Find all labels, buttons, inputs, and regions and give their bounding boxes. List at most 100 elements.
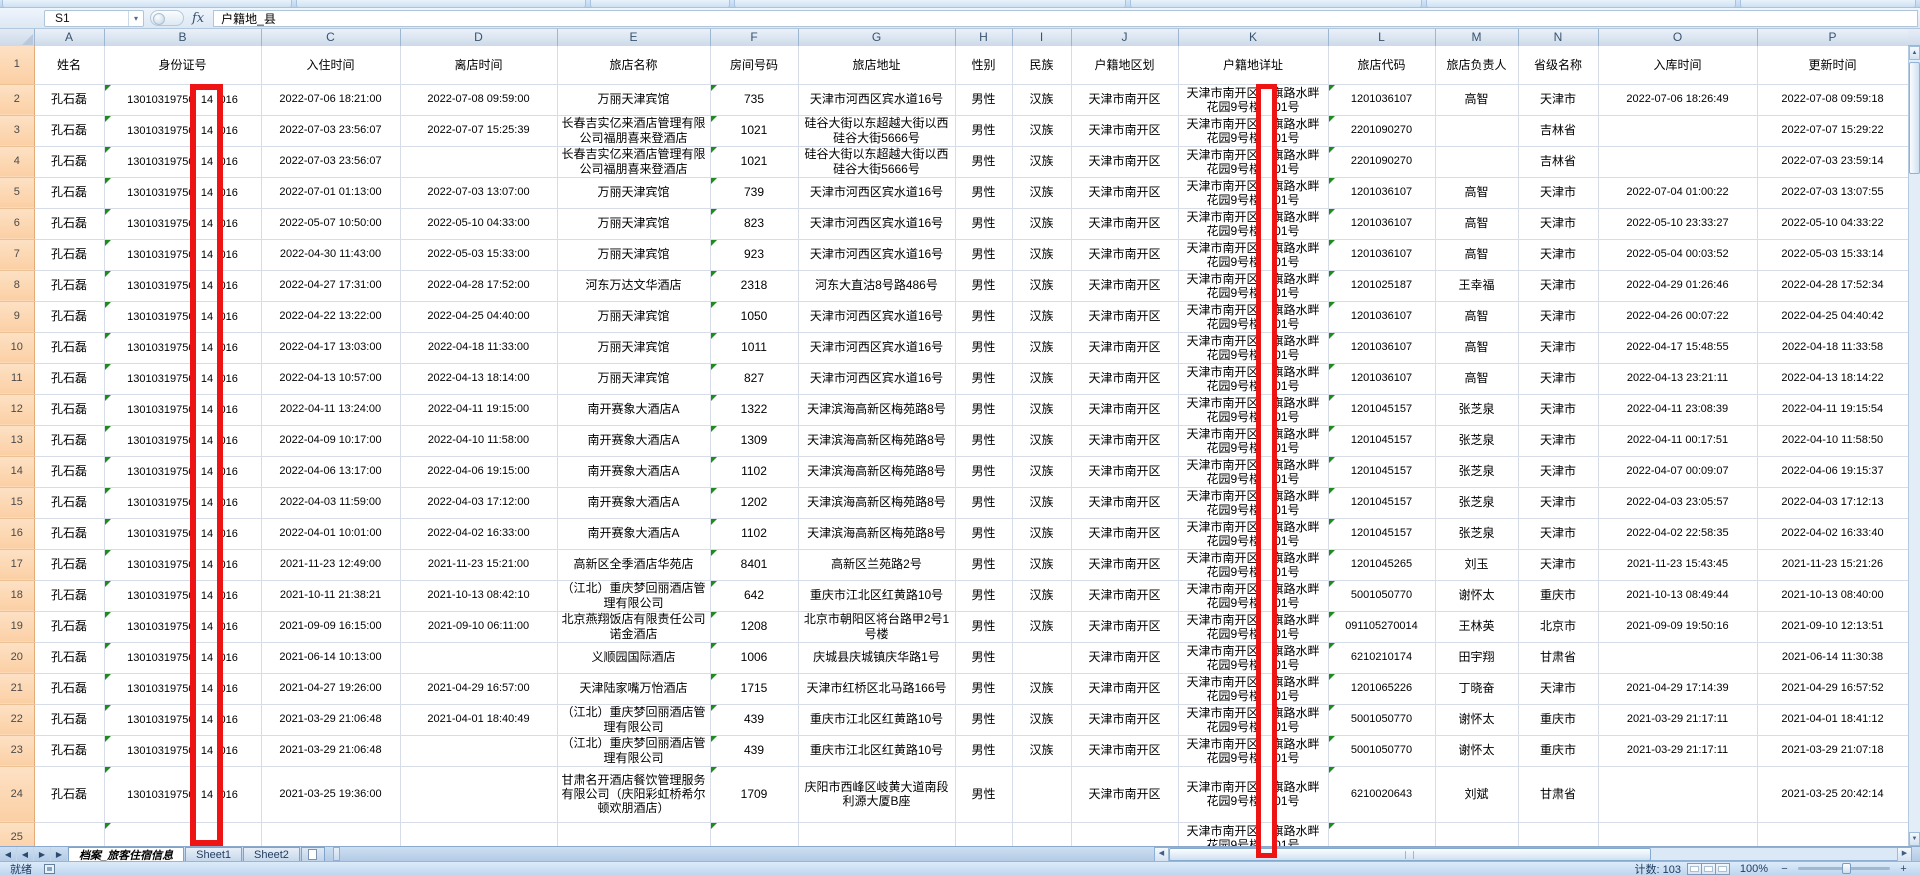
cell-A25[interactable] bbox=[34, 822, 105, 846]
horizontal-scrollbar[interactable]: ◀ ❘❘ ▶ bbox=[1154, 847, 1912, 861]
cell-L23[interactable]: 5001050770 bbox=[1328, 735, 1436, 767]
row-header-2[interactable]: 2 bbox=[0, 84, 35, 116]
cell-N4[interactable]: 吉林省 bbox=[1518, 146, 1599, 178]
cell-F19[interactable]: 1208 bbox=[710, 611, 799, 643]
column-header-J[interactable]: J bbox=[1071, 29, 1179, 47]
cell-P19[interactable]: 2021-09-10 12:13:51 bbox=[1757, 611, 1908, 643]
row-header-10[interactable]: 10 bbox=[0, 332, 35, 364]
cell-E18[interactable]: （江北）重庆梦回丽酒店管理有限公司 bbox=[557, 580, 711, 612]
field-header-M[interactable]: 旅店负责人 bbox=[1435, 46, 1519, 85]
cell-F15[interactable]: 1202 bbox=[710, 487, 799, 519]
cell-K22[interactable]: 天津市南开区 旗路水畔 花园9号楼 01号 bbox=[1178, 704, 1329, 736]
horizontal-scroll-thumb[interactable]: ❘❘ bbox=[1169, 847, 1651, 861]
cell-G22[interactable]: 重庆市江北区红黄路10号 bbox=[798, 704, 956, 736]
row-header-16[interactable]: 16 bbox=[0, 518, 35, 550]
cell-M11[interactable]: 高智 bbox=[1435, 363, 1519, 395]
page-break-view-button[interactable] bbox=[1715, 862, 1730, 875]
cell-M22[interactable]: 谢怀太 bbox=[1435, 704, 1519, 736]
cell-O4[interactable] bbox=[1598, 146, 1758, 178]
cell-M15[interactable]: 张芝泉 bbox=[1435, 487, 1519, 519]
cell-E22[interactable]: （江北）重庆梦回丽酒店管理有限公司 bbox=[557, 704, 711, 736]
cell-I18[interactable]: 汉族 bbox=[1012, 580, 1072, 612]
cell-J25[interactable] bbox=[1071, 822, 1179, 846]
cell-B19[interactable]: 13010319750 14 016 bbox=[104, 611, 262, 643]
zoom-out-button[interactable]: − bbox=[1781, 862, 1788, 875]
cell-B22[interactable]: 13010319750 14 016 bbox=[104, 704, 262, 736]
cell-L12[interactable]: 1201045157 bbox=[1328, 394, 1436, 426]
cell-F22[interactable]: 439 bbox=[710, 704, 799, 736]
cell-P20[interactable]: 2021-06-14 11:30:38 bbox=[1757, 642, 1908, 674]
cell-J17[interactable]: 天津市南开区 bbox=[1071, 549, 1179, 581]
cell-B21[interactable]: 13010319750 14 016 bbox=[104, 673, 262, 705]
vertical-scroll-thumb[interactable] bbox=[1909, 62, 1920, 174]
cell-D25[interactable] bbox=[400, 822, 558, 846]
cell-O22[interactable]: 2021-03-29 21:17:11 bbox=[1598, 704, 1758, 736]
cell-M8[interactable]: 王幸福 bbox=[1435, 270, 1519, 302]
cell-F2[interactable]: 735 bbox=[710, 84, 799, 116]
cell-E6[interactable]: 万丽天津宾馆 bbox=[557, 208, 711, 240]
cell-F16[interactable]: 1102 bbox=[710, 518, 799, 550]
cell-H12[interactable]: 男性 bbox=[955, 394, 1013, 426]
field-header-O[interactable]: 入库时间 bbox=[1598, 46, 1758, 85]
cell-O6[interactable]: 2022-05-10 23:33:27 bbox=[1598, 208, 1758, 240]
cell-N25[interactable] bbox=[1518, 822, 1599, 846]
cell-D12[interactable]: 2022-04-11 19:15:00 bbox=[400, 394, 558, 426]
cell-A15[interactable]: 孔石磊 bbox=[34, 487, 105, 519]
cell-H3[interactable]: 男性 bbox=[955, 115, 1013, 147]
cell-E14[interactable]: 南开赛象大酒店A bbox=[557, 456, 711, 488]
cell-D4[interactable] bbox=[400, 146, 558, 178]
cell-P2[interactable]: 2022-07-08 09:59:18 bbox=[1757, 84, 1908, 116]
cell-K10[interactable]: 天津市南开区 旗路水畔 花园9号楼 01号 bbox=[1178, 332, 1329, 364]
cell-J12[interactable]: 天津市南开区 bbox=[1071, 394, 1179, 426]
cell-F20[interactable]: 1006 bbox=[710, 642, 799, 674]
cell-H9[interactable]: 男性 bbox=[955, 301, 1013, 333]
cell-C25[interactable] bbox=[261, 822, 401, 846]
name-box[interactable]: S1 ▾ bbox=[44, 9, 144, 27]
field-header-H[interactable]: 性别 bbox=[955, 46, 1013, 85]
cell-H5[interactable]: 男性 bbox=[955, 177, 1013, 209]
cell-F9[interactable]: 1050 bbox=[710, 301, 799, 333]
row-header-21[interactable]: 21 bbox=[0, 673, 35, 705]
cell-I12[interactable]: 汉族 bbox=[1012, 394, 1072, 426]
cell-L22[interactable]: 5001050770 bbox=[1328, 704, 1436, 736]
cell-N24[interactable]: 甘肃省 bbox=[1518, 766, 1599, 823]
cell-I6[interactable]: 汉族 bbox=[1012, 208, 1072, 240]
cell-N21[interactable]: 天津市 bbox=[1518, 673, 1599, 705]
column-header-O[interactable]: O bbox=[1598, 29, 1758, 47]
cell-I8[interactable]: 汉族 bbox=[1012, 270, 1072, 302]
cell-D23[interactable] bbox=[400, 735, 558, 767]
cell-G20[interactable]: 庆城县庆城镇庆华路1号 bbox=[798, 642, 956, 674]
row-header-17[interactable]: 17 bbox=[0, 549, 35, 581]
cell-G18[interactable]: 重庆市江北区红黄路10号 bbox=[798, 580, 956, 612]
cell-D13[interactable]: 2022-04-10 11:58:00 bbox=[400, 425, 558, 457]
cell-P12[interactable]: 2022-04-11 19:15:54 bbox=[1757, 394, 1908, 426]
cell-A7[interactable]: 孔石磊 bbox=[34, 239, 105, 271]
cell-E23[interactable]: （江北）重庆梦回丽酒店管理有限公司 bbox=[557, 735, 711, 767]
cell-B3[interactable]: 13010319750 14 016 bbox=[104, 115, 262, 147]
cell-P24[interactable]: 2021-03-25 20:42:14 bbox=[1757, 766, 1908, 823]
cell-E24[interactable]: 甘肃名开酒店餐饮管理服务有限公司（庆阳彩虹桥希尔顿欢朋酒店） bbox=[557, 766, 711, 823]
cell-P17[interactable]: 2021-11-23 15:21:26 bbox=[1757, 549, 1908, 581]
cell-M3[interactable] bbox=[1435, 115, 1519, 147]
cell-C17[interactable]: 2021-11-23 12:49:00 bbox=[261, 549, 401, 581]
cell-H22[interactable]: 男性 bbox=[955, 704, 1013, 736]
insert-worksheet-button[interactable] bbox=[300, 847, 325, 861]
cell-G16[interactable]: 天津滨海高新区梅苑路8号 bbox=[798, 518, 956, 550]
zoom-slider[interactable] bbox=[1798, 863, 1890, 874]
column-header-D[interactable]: D bbox=[400, 29, 558, 47]
row-header-24[interactable]: 24 bbox=[0, 766, 35, 823]
cell-B11[interactable]: 13010319750 14 016 bbox=[104, 363, 262, 395]
normal-view-button[interactable] bbox=[1687, 862, 1702, 875]
cell-E11[interactable]: 万丽天津宾馆 bbox=[557, 363, 711, 395]
cell-H7[interactable]: 男性 bbox=[955, 239, 1013, 271]
cell-O12[interactable]: 2022-04-11 23:08:39 bbox=[1598, 394, 1758, 426]
field-header-N[interactable]: 省级名称 bbox=[1518, 46, 1599, 85]
cell-L17[interactable]: 1201045265 bbox=[1328, 549, 1436, 581]
cell-P9[interactable]: 2022-04-25 04:40:42 bbox=[1757, 301, 1908, 333]
cell-J16[interactable]: 天津市南开区 bbox=[1071, 518, 1179, 550]
insert-function-icon[interactable]: fx bbox=[192, 10, 205, 26]
column-header-A[interactable]: A bbox=[34, 29, 105, 47]
cell-B6[interactable]: 13010319750 14 016 bbox=[104, 208, 262, 240]
cell-F18[interactable]: 642 bbox=[710, 580, 799, 612]
field-header-J[interactable]: 户籍地区划 bbox=[1071, 46, 1179, 85]
